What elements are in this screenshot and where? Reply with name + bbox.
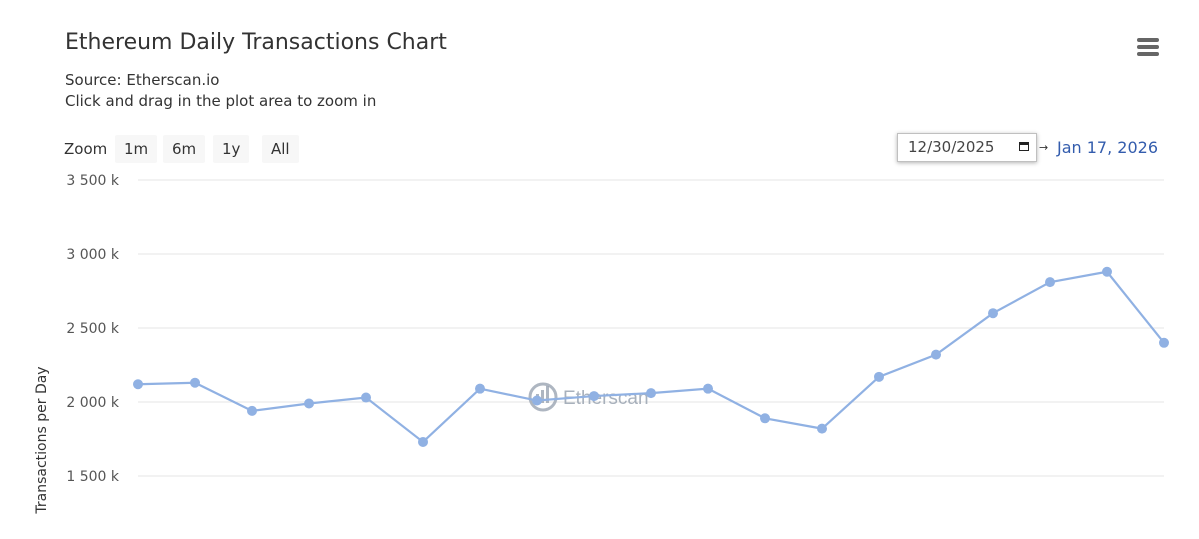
data-point[interactable] xyxy=(1102,266,1112,277)
grid-lines xyxy=(138,179,1164,477)
from-date-input[interactable]: 12/30/2025 xyxy=(897,133,1037,162)
zoom-1y-button[interactable]: 1y xyxy=(213,135,250,163)
y-tick-label: 2 500 k xyxy=(66,321,120,337)
zoom-label: Zoom xyxy=(64,140,108,158)
y-tick-label: 3 000 k xyxy=(66,247,120,263)
from-date-value: 12/30/2025 xyxy=(908,138,995,156)
data-point[interactable] xyxy=(133,379,143,390)
zoom-all-button[interactable]: All xyxy=(262,135,299,163)
data-point[interactable] xyxy=(304,398,314,409)
series-group xyxy=(133,266,1169,447)
y-tick-label: 2 000 k xyxy=(66,395,120,411)
data-point[interactable] xyxy=(532,395,542,406)
zoom-hint-text: Click and drag in the plot area to zoom … xyxy=(65,92,377,110)
calendar-icon[interactable] xyxy=(1019,142,1029,151)
zoom-6m-button[interactable]: 6m xyxy=(163,135,206,163)
data-point[interactable] xyxy=(874,371,884,382)
range-arrow-icon: → xyxy=(1039,141,1049,154)
source-text: Source: Etherscan.io xyxy=(65,71,220,89)
y-tick-label: 1 500 k xyxy=(66,469,120,485)
data-point[interactable] xyxy=(703,383,713,394)
watermark-text: Etherscan xyxy=(563,388,649,409)
hamburger-menu-icon[interactable] xyxy=(1133,33,1163,63)
data-point[interactable] xyxy=(589,391,599,402)
series-line xyxy=(137,270,1165,444)
chart-subtitle: Source: Etherscan.io Click and drag in t… xyxy=(65,70,376,112)
data-point[interactable] xyxy=(817,423,827,434)
etherscan-watermark: Etherscan xyxy=(528,382,649,412)
data-point[interactable] xyxy=(646,388,656,399)
data-point[interactable] xyxy=(1159,337,1169,348)
data-point[interactable] xyxy=(247,405,257,416)
zoom-1m-button[interactable]: 1m xyxy=(115,135,158,163)
y-tick-label: 3 500 k xyxy=(66,173,120,189)
data-point[interactable] xyxy=(1045,277,1055,288)
data-point[interactable] xyxy=(190,377,200,388)
y-axis-ticks: 1 500 k 2 000 k 2 500 k 3 000 k 3 500 k xyxy=(66,173,120,485)
data-point[interactable] xyxy=(931,349,941,360)
data-point[interactable] xyxy=(418,436,428,447)
data-point[interactable] xyxy=(475,383,485,394)
data-point[interactable] xyxy=(760,413,770,424)
data-point[interactable] xyxy=(988,308,998,319)
data-point[interactable] xyxy=(361,392,371,403)
to-date-value[interactable]: Jan 17, 2026 xyxy=(1057,138,1158,157)
chart-title: Ethereum Daily Transactions Chart xyxy=(65,30,447,55)
